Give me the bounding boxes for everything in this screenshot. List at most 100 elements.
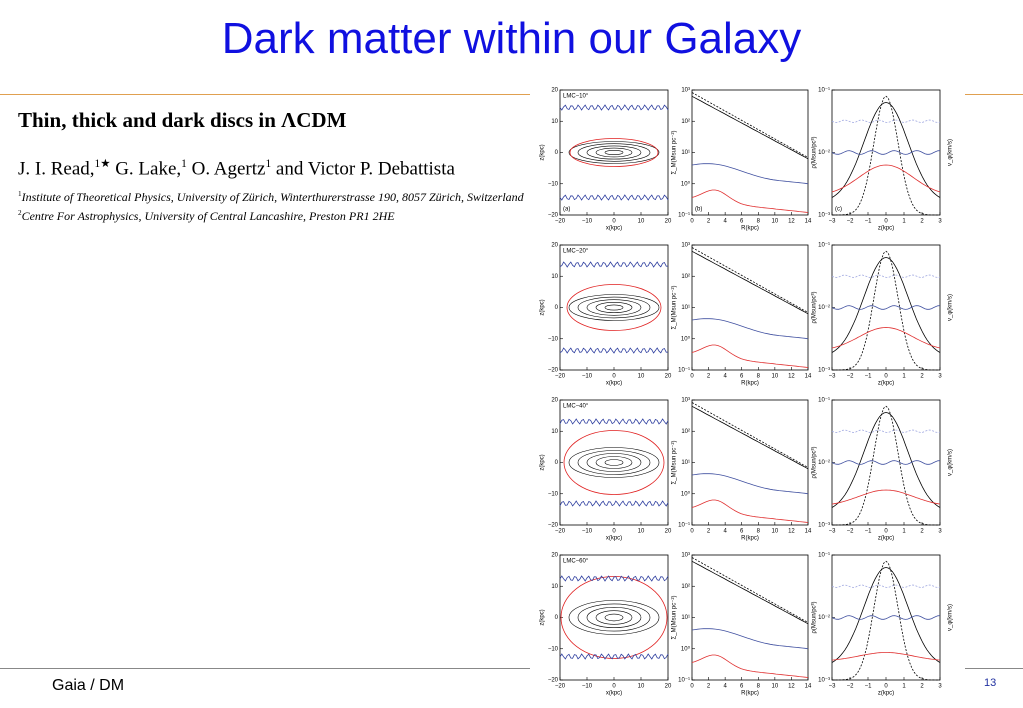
curve-red xyxy=(831,164,941,193)
x-tick-label: −3 xyxy=(829,684,837,690)
y-tick-label: 0 xyxy=(555,460,559,466)
y-tick-label: 10⁰ xyxy=(681,490,691,497)
curve-blue xyxy=(691,163,809,185)
y-tick-label: 10⁻¹ xyxy=(678,523,690,529)
y-tick-label: 10⁰ xyxy=(681,335,691,342)
y-tick-label: 10⁻² xyxy=(818,615,830,621)
x-tick-label: 14 xyxy=(805,219,812,225)
x-tick-label: 0 xyxy=(690,684,694,690)
y-tick-label: 10¹ xyxy=(681,615,690,621)
contour xyxy=(577,603,651,632)
rule-top xyxy=(0,94,1023,95)
contour-blue xyxy=(559,575,669,582)
contour-blue xyxy=(559,500,669,507)
x-tick-label: 6 xyxy=(740,374,744,380)
affiliation: 1Institute of Theoretical Physics, Unive… xyxy=(18,186,524,205)
y-tick-label: 20 xyxy=(551,243,558,249)
panel-frame xyxy=(691,244,809,371)
contour xyxy=(568,600,660,635)
affiliation-mark: 1 xyxy=(18,190,22,198)
y-tick-label: 10⁻¹ xyxy=(678,678,690,684)
panel-frame xyxy=(831,89,941,216)
x-tick-label: 2 xyxy=(707,219,711,225)
contour xyxy=(604,459,624,466)
x-tick-label: −10 xyxy=(582,529,593,535)
x-tick-label: 20 xyxy=(665,219,672,225)
curve-black-dashed xyxy=(832,95,940,216)
contour xyxy=(604,613,624,622)
curve-blue xyxy=(831,150,941,155)
curve-red xyxy=(831,652,941,661)
contour-blue xyxy=(559,347,669,354)
x-tick-label: −2 xyxy=(847,684,855,690)
curve-blue xyxy=(831,305,941,310)
panel-letter: (a) xyxy=(563,207,570,213)
y-tick-label: 10⁻¹ xyxy=(678,213,690,219)
y-tick-label: 10 xyxy=(551,119,558,125)
x-axis-label: x(kpc) xyxy=(606,381,622,387)
x-axis-label: R(kpc) xyxy=(741,536,759,542)
y-tick-label: 10³ xyxy=(681,398,690,404)
y-axis-label: ρ(Msun/pc³) xyxy=(812,446,818,478)
x-tick-label: 1 xyxy=(902,374,906,380)
x-axis-label: z(kpc) xyxy=(878,381,894,387)
x-tick-label: 0 xyxy=(884,374,888,380)
contour-red xyxy=(560,576,668,659)
contour-blue xyxy=(559,194,669,201)
y-tick-label: 10³ xyxy=(681,553,690,559)
curve-black-dashed xyxy=(691,92,809,158)
y-tick-label: 10⁻¹ xyxy=(818,243,830,249)
y-tick-label: 10 xyxy=(551,584,558,590)
contour-red xyxy=(566,284,662,331)
x-axis-label: z(kpc) xyxy=(878,226,894,232)
y-tick-label: 10⁻¹ xyxy=(818,553,830,559)
panel-letter: (b) xyxy=(695,207,702,213)
x-tick-label: 14 xyxy=(805,684,812,690)
author-mark: 1 xyxy=(181,158,187,170)
curve-black-dashed xyxy=(832,560,940,681)
y-tick-label: 10¹ xyxy=(681,460,690,466)
x-tick-label: 6 xyxy=(740,684,744,690)
y-axis-label: Σ_M(Msun pc⁻²) xyxy=(672,131,678,175)
curve-lightblue xyxy=(831,274,941,278)
x-tick-label: 20 xyxy=(665,529,672,535)
x-tick-label: 1 xyxy=(902,684,906,690)
x-tick-label: −3 xyxy=(829,374,837,380)
x-tick-label: 3 xyxy=(938,374,942,380)
contour xyxy=(595,302,633,314)
contour xyxy=(595,456,633,469)
x-tick-label: 1 xyxy=(902,529,906,535)
page-number: 13 xyxy=(984,677,997,689)
panel-frame xyxy=(691,554,809,681)
x-tick-label: 2 xyxy=(707,684,711,690)
x-tick-label: 2 xyxy=(920,219,924,225)
x-tick-label: 8 xyxy=(757,529,761,535)
rule-bottom xyxy=(0,668,1023,669)
contour-blue xyxy=(559,418,669,425)
author-name: and Victor P. Debattista xyxy=(275,158,455,180)
panel-frame xyxy=(691,89,809,216)
x-tick-label: −2 xyxy=(847,529,855,535)
affiliation-text: Institute of Theoretical Physics, Univer… xyxy=(21,190,524,204)
author-mark: 1 xyxy=(265,158,272,170)
x-tick-label: 12 xyxy=(788,219,795,225)
curve-black-dashed xyxy=(691,557,809,623)
x-tick-label: 3 xyxy=(938,219,942,225)
x-axis-label: z(kpc) xyxy=(878,691,894,697)
contour xyxy=(577,296,651,319)
contour xyxy=(586,299,642,316)
contour-blue xyxy=(559,653,669,660)
x-tick-label: 12 xyxy=(788,529,795,535)
curve-black xyxy=(691,95,809,160)
y-tick-label: 10⁻³ xyxy=(818,368,830,374)
panel-letter: (c) xyxy=(835,207,842,213)
y-tick-label: 10⁻¹ xyxy=(818,398,830,404)
y-axis-label: ρ(Msun/pc³) xyxy=(812,601,818,633)
x-tick-label: 0 xyxy=(690,374,694,380)
contour-blue xyxy=(559,104,669,111)
y-axis-label: ρ(Msun/pc³) xyxy=(812,291,818,323)
x-tick-label: 2 xyxy=(707,374,711,380)
curve-black xyxy=(831,412,941,508)
